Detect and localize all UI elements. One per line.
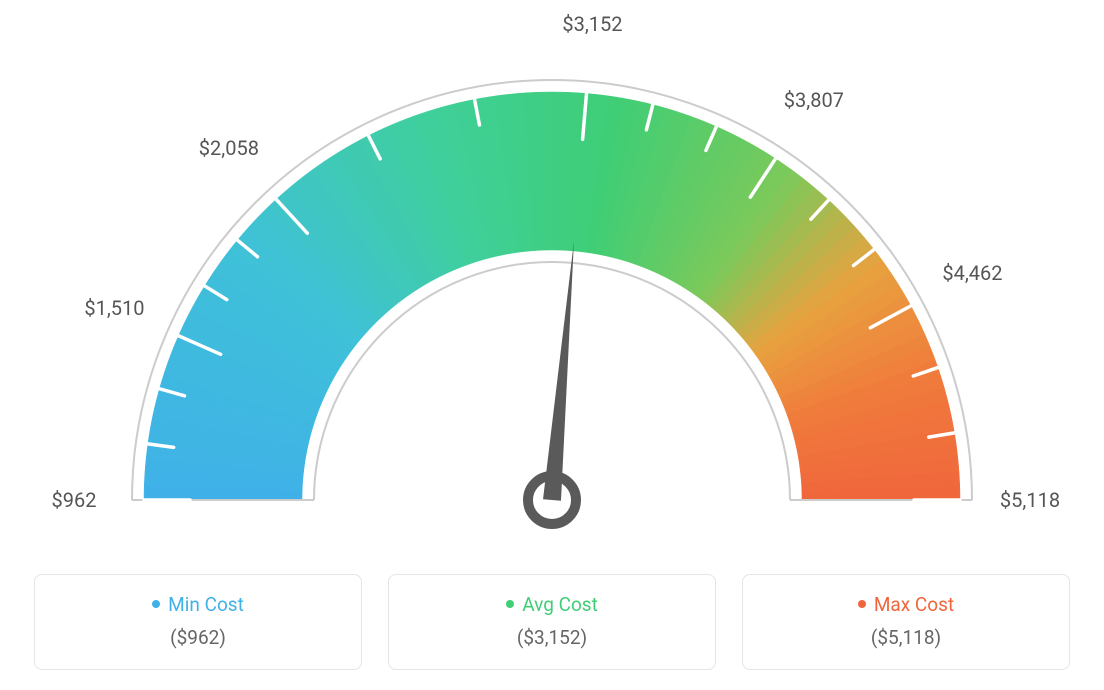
legend-dot-icon bbox=[858, 600, 866, 608]
legend-dot-icon bbox=[152, 600, 160, 608]
legend-card: Avg Cost ($3,152) bbox=[388, 574, 716, 670]
legend-dot-icon bbox=[506, 600, 514, 608]
gauge-chart: $962 $1,510 $2,058 $3,152 $3,807 $4,462 $5,118 bbox=[0, 0, 1104, 560]
gauge-tick-label: $962 bbox=[52, 488, 97, 512]
legend-label: Avg Cost bbox=[522, 593, 598, 616]
legend-title: Min Cost bbox=[45, 593, 351, 616]
legend-value: ($3,152) bbox=[399, 626, 705, 649]
legend-title: Max Cost bbox=[753, 593, 1059, 616]
legend-value: ($5,118) bbox=[753, 626, 1059, 649]
legend-value: ($962) bbox=[45, 626, 351, 649]
legend-card: Max Cost ($5,118) bbox=[742, 574, 1070, 670]
legend-title: Avg Cost bbox=[399, 593, 705, 616]
gauge-tick-label: $5,118 bbox=[1000, 488, 1060, 512]
gauge-tick-label: $3,807 bbox=[784, 88, 844, 112]
legend-card: Min Cost ($962) bbox=[34, 574, 362, 670]
gauge-svg bbox=[0, 0, 1104, 560]
gauge-tick-label: $3,152 bbox=[562, 12, 622, 36]
gauge-tick-label: $2,058 bbox=[199, 136, 259, 160]
legend-label: Max Cost bbox=[874, 593, 954, 616]
gauge-tick-label: $1,510 bbox=[84, 296, 144, 320]
legend-row: Min Cost ($962) Avg Cost ($3,152) Max Cost ($… bbox=[0, 574, 1104, 670]
legend-label: Min Cost bbox=[168, 593, 244, 616]
gauge-tick-label: $4,462 bbox=[942, 261, 1002, 285]
